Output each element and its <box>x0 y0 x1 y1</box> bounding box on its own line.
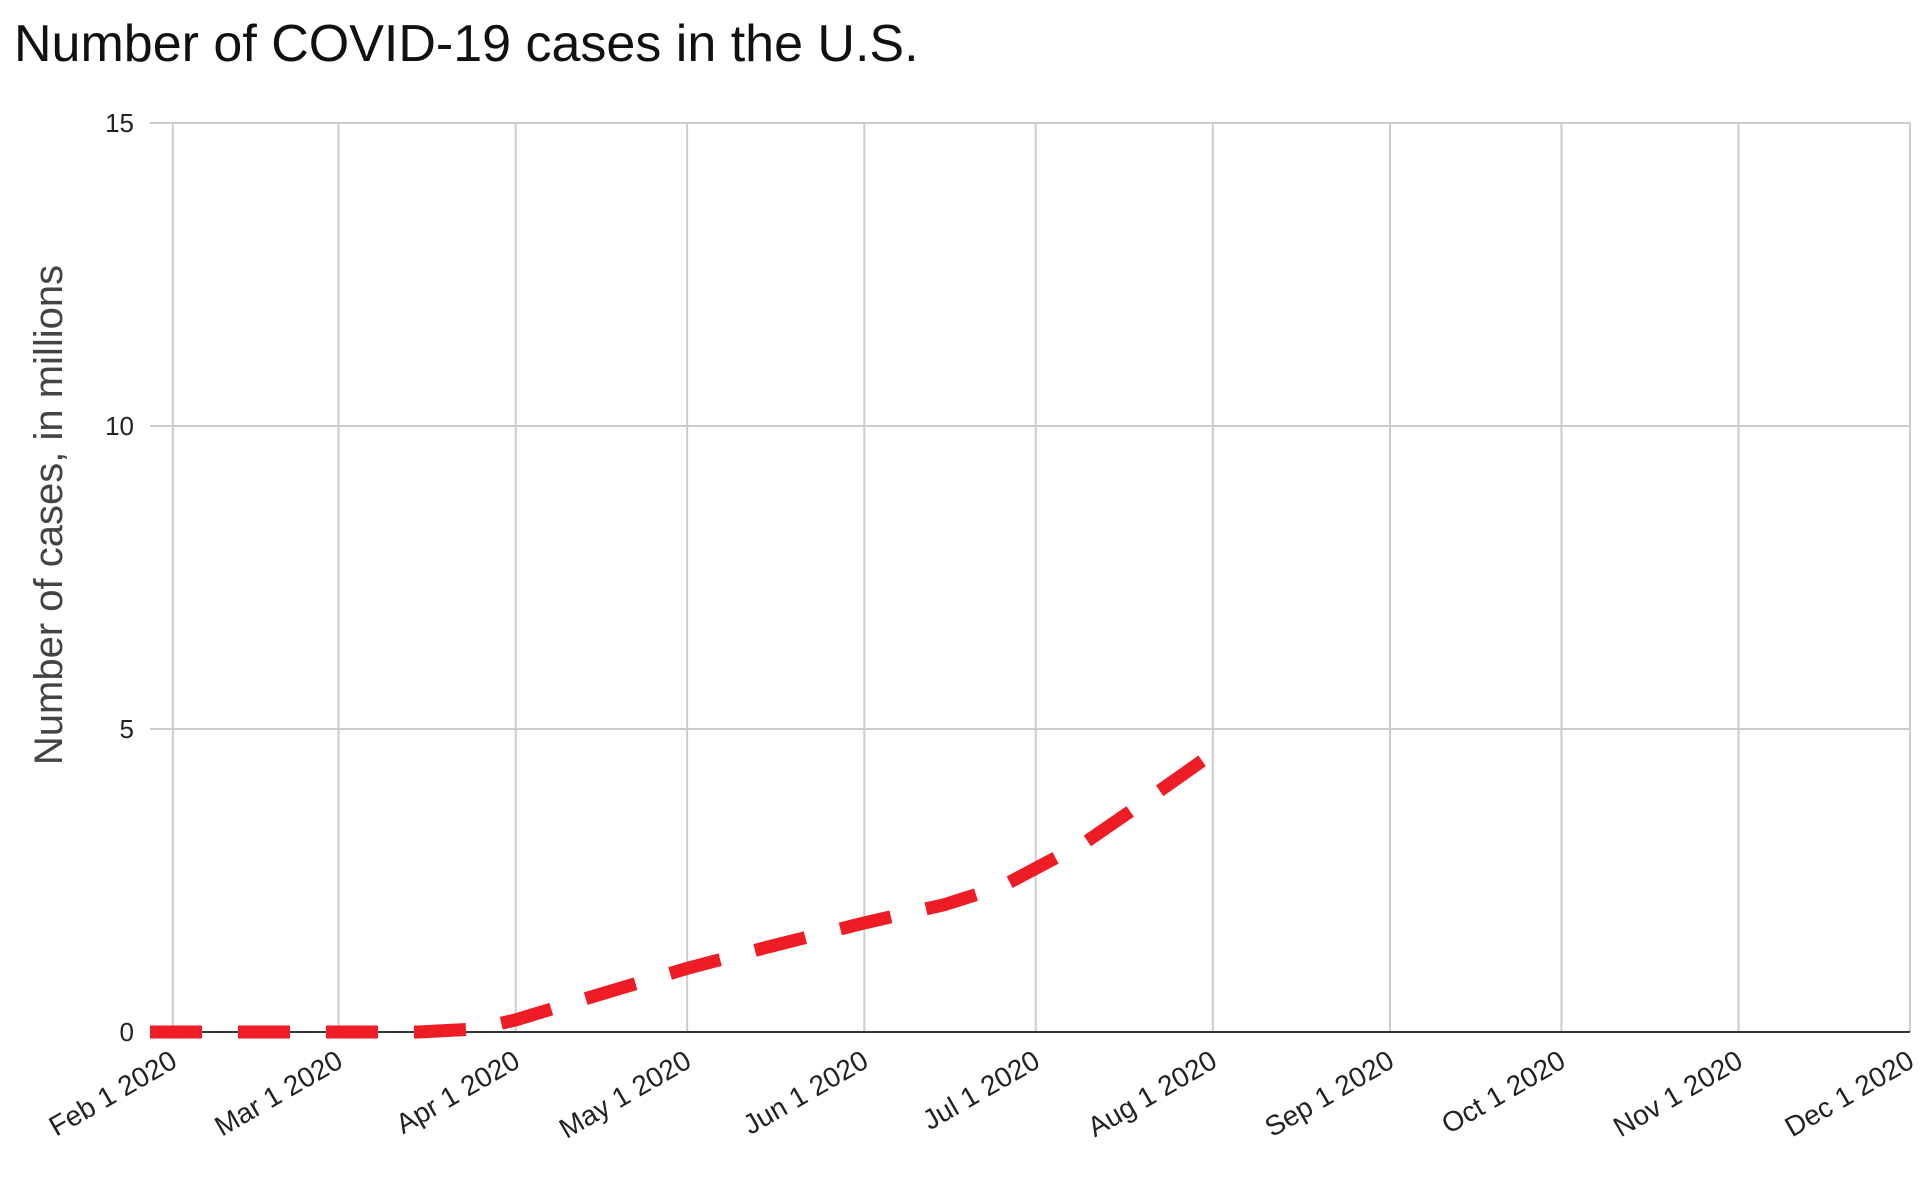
x-tick-label-0: Feb 1 2020 <box>44 1044 182 1142</box>
x-tick-label-1: Mar 1 2020 <box>209 1044 347 1142</box>
x-tick-label-8: Oct 1 2020 <box>1436 1044 1570 1139</box>
y-tick-label-0: 0 <box>120 1017 134 1047</box>
y-tick-label-15: 15 <box>105 108 134 138</box>
x-tick-label-2: Apr 1 2020 <box>391 1044 525 1139</box>
x-tick-label-10: Dec 1 2020 <box>1779 1044 1919 1142</box>
x-tick-label-4: Jun 1 2020 <box>738 1044 874 1140</box>
x-tick-label-6: Aug 1 2020 <box>1082 1044 1222 1142</box>
series-layer <box>150 747 1217 1039</box>
x-tick-label-9: Nov 1 2020 <box>1608 1044 1748 1142</box>
x-tick-label-7: Sep 1 2020 <box>1259 1044 1399 1142</box>
y-axis-title: Number of cases, in millions <box>27 265 71 765</box>
chart-title: Number of COVID-19 cases in the U.S. <box>14 15 919 73</box>
y-tick-labels: 0 5 10 15 <box>105 108 134 1047</box>
horizontal-gridlines <box>150 122 1910 730</box>
series-line-0 <box>150 747 1217 1039</box>
x-tick-label-3: May 1 2020 <box>554 1044 696 1144</box>
y-tick-label-5: 5 <box>120 714 134 744</box>
vertical-gridlines <box>171 123 1911 1032</box>
x-tick-label-5: Jul 1 2020 <box>917 1044 1044 1135</box>
y-tick-label-10: 10 <box>105 411 134 441</box>
x-tick-labels: Feb 1 2020 Mar 1 2020 Apr 1 2020 May 1 2020… <box>44 1044 1919 1144</box>
